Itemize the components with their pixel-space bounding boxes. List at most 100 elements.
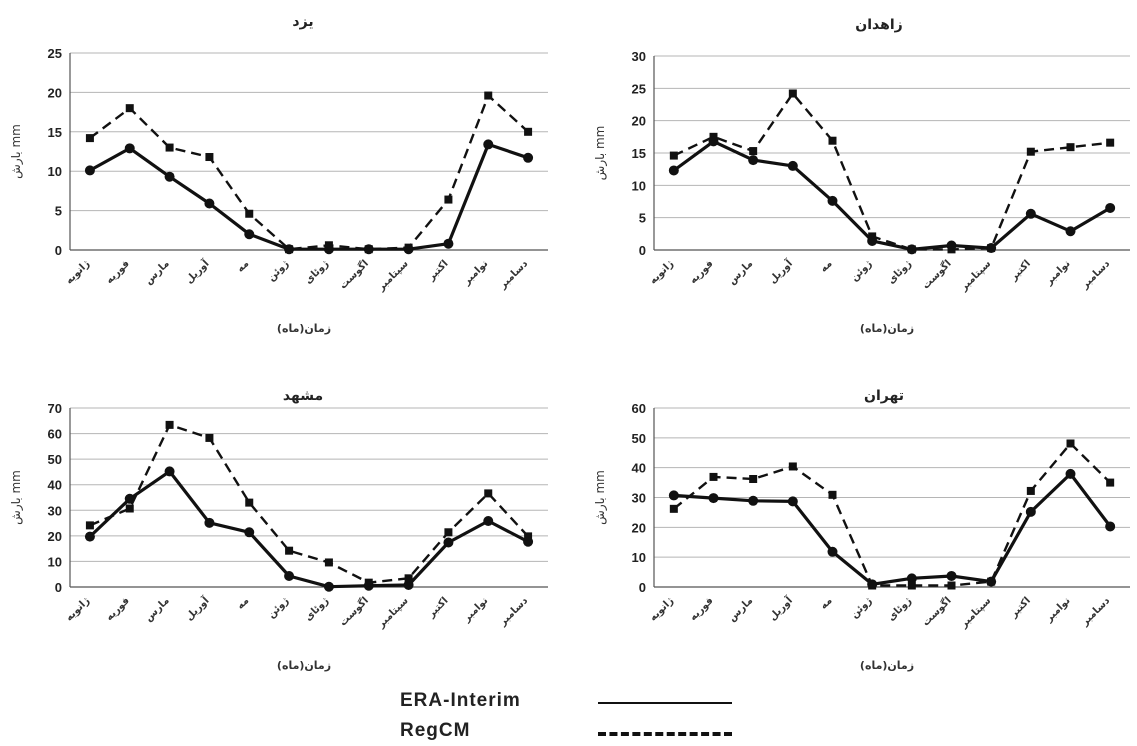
x-tick-label: اکتبر	[1008, 258, 1033, 283]
x-tick-label: ژوئن	[849, 258, 874, 283]
y-tick-label: 40	[48, 478, 62, 493]
chart-title: زاهدان	[855, 17, 902, 33]
data-point-era-interim	[1065, 468, 1076, 479]
data-point-era-interim	[1025, 506, 1036, 517]
data-point-regcm	[907, 245, 916, 254]
data-point-regcm	[987, 577, 996, 586]
data-point-era-interim	[708, 493, 719, 504]
x-tick-label: مارس	[727, 595, 756, 624]
chart-panel-3: مشهد 0 10 20 30 40 50 60 70 ژانویه فوریه مارس آوریل م…	[9, 388, 548, 672]
chart-title: مشهد	[283, 388, 323, 404]
data-point-era-interim	[483, 139, 494, 150]
y-tick-label: 10	[48, 554, 62, 569]
y-tick-label: 10	[632, 178, 646, 193]
x-tick-label: دسامبر	[497, 595, 530, 628]
x-tick-label: اگوست	[336, 257, 371, 292]
y-tick-label: 20	[48, 529, 62, 544]
data-point-regcm	[1026, 147, 1035, 156]
x-tick-label: مارس	[727, 258, 756, 287]
data-point-regcm	[125, 504, 134, 513]
series-line-regcm	[673, 92, 1111, 251]
data-point-regcm	[205, 153, 214, 162]
data-point-era-interim	[1065, 226, 1076, 237]
data-point-regcm	[749, 147, 758, 156]
data-point-regcm	[788, 89, 797, 98]
x-tick-label: اگوست	[336, 594, 371, 629]
x-tick-label: دسامبر	[497, 258, 530, 291]
data-point-era-interim	[827, 195, 838, 206]
x-tick-label: آوریل	[766, 257, 795, 286]
y-axis-label: بارش mm	[593, 126, 608, 181]
data-point-regcm	[404, 243, 413, 252]
x-tick-label: ژوئای	[303, 258, 331, 286]
data-point-regcm	[524, 532, 533, 541]
legend-solid-line-swatch	[598, 702, 732, 704]
data-point-era-interim	[204, 517, 215, 528]
data-point-era-interim	[244, 527, 255, 538]
y-tick-label: 10	[632, 550, 646, 565]
data-point-regcm	[364, 245, 373, 254]
x-tick-label: نوامبر	[1043, 595, 1073, 625]
x-tick-label: اکتبر	[1008, 595, 1033, 620]
y-tick-label: 25	[632, 81, 646, 96]
data-point-regcm	[364, 578, 373, 587]
x-tick-label: مه	[235, 595, 251, 611]
data-point-era-interim	[787, 496, 798, 507]
data-point-regcm	[1066, 143, 1075, 152]
x-tick-label: اکتبر	[425, 595, 450, 620]
y-axis-label: بارش mm	[593, 470, 608, 525]
y-tick-label: 15	[48, 125, 62, 140]
chart-title: تهران	[864, 388, 904, 404]
x-tick-label: سپتامبر	[375, 595, 411, 631]
data-point-regcm	[868, 232, 877, 241]
x-axis-label: زمان(ماه)	[277, 322, 331, 335]
x-tick-label: آوریل	[766, 594, 795, 623]
data-point-regcm	[285, 245, 294, 254]
y-tick-label: 50	[48, 452, 62, 467]
legend-era-label: ERA-Interim	[400, 690, 521, 711]
data-point-regcm	[165, 420, 174, 429]
x-tick-label: سپتامبر	[958, 595, 994, 631]
series-line-regcm	[89, 423, 529, 584]
series-line-regcm	[89, 94, 529, 251]
y-tick-label: 25	[48, 46, 62, 61]
data-point-era-interim	[1105, 521, 1116, 532]
y-tick-label: 20	[632, 520, 646, 535]
data-point-regcm	[125, 104, 134, 113]
data-point-regcm	[165, 143, 174, 152]
x-tick-label: اکتبر	[425, 258, 450, 283]
x-tick-label: مارس	[143, 258, 172, 287]
data-point-regcm	[947, 581, 956, 590]
data-point-era-interim	[748, 155, 759, 166]
data-point-era-interim	[124, 143, 135, 154]
data-point-regcm	[484, 489, 493, 498]
y-tick-label: 5	[639, 211, 646, 226]
data-point-era-interim	[164, 171, 175, 182]
y-axis-label: بارش mm	[9, 124, 24, 179]
legend-regcm: RegCM	[400, 720, 740, 746]
x-tick-label: ژوئای	[303, 595, 331, 623]
data-point-era-interim	[483, 516, 494, 527]
x-tick-label: دسامبر	[1079, 258, 1112, 291]
y-tick-label: 30	[632, 49, 646, 64]
data-point-regcm	[907, 581, 916, 590]
y-tick-label: 15	[632, 146, 646, 161]
y-tick-label: 0	[55, 243, 62, 258]
series-line-era-interim	[89, 142, 529, 251]
y-tick-label: 30	[48, 503, 62, 518]
data-point-regcm	[285, 546, 294, 555]
data-point-regcm	[987, 244, 996, 253]
x-tick-label: ژوئن	[849, 595, 874, 620]
data-point-regcm	[205, 433, 214, 442]
data-point-regcm	[444, 528, 453, 537]
y-tick-label: 20	[48, 85, 62, 100]
x-axis-label: زمان(ماه)	[860, 659, 914, 672]
data-point-era-interim	[827, 546, 838, 557]
x-tick-label: نوامبر	[1043, 258, 1073, 288]
data-point-era-interim	[946, 570, 957, 581]
legend-era-interim: ERA-Interim	[400, 690, 740, 716]
chart-panel-4: تهران 0 10 20 30 40 50 60 ژانویه فوریه مارس آوریل مه…	[593, 388, 1130, 672]
x-tick-label: ژوئن	[266, 258, 291, 283]
chart-title: یزد	[292, 14, 313, 30]
